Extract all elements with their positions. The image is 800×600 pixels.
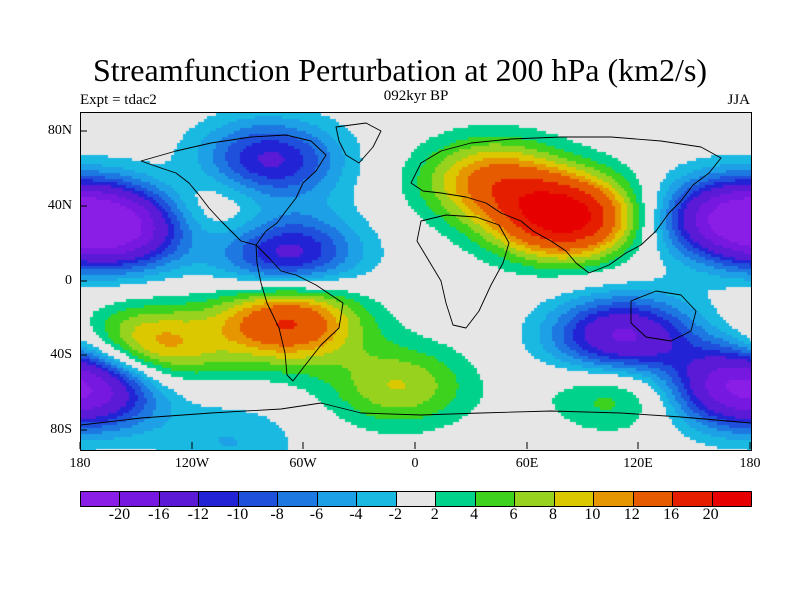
colorbar-swatch [712,492,751,506]
x-tick-label: 60W [289,456,317,471]
colorbar-label: 8 [548,506,557,523]
x-tick-label: 120E [623,456,653,471]
colorbar-swatch [159,492,200,506]
colorbar-label: 4 [470,506,479,523]
y-tick-label: 0 [65,273,72,288]
colorbar-swatch [357,492,397,506]
colorbar-label: -20 [108,506,131,523]
colorbar-swatch [199,492,239,506]
x-tick-label: 0 [411,456,419,471]
colorbar-label: -12 [187,506,209,523]
coastline-greenland [335,122,382,164]
colorbar-swatch [633,492,674,506]
colorbar-label: -2 [388,506,402,523]
page-title: Streamfunction Perturbation at 200 hPa (… [92,52,708,88]
x-tick-label: 120W [174,456,210,471]
colorbar-swatch [515,492,555,506]
colorbar-swatch [120,492,160,506]
coastline-eurasia [410,136,722,274]
coastline-north-america [140,134,327,246]
colorbar-label: -4 [349,506,363,523]
colorbar-label: -8 [270,506,284,523]
y-tick-label: 80N [47,123,72,138]
x-tick-label: 60E [515,456,539,471]
season-label: JJA [727,92,750,108]
colorbar-swatch [238,492,279,506]
colorbar-swatch [554,492,595,506]
colorbar-label: 10 [584,506,601,523]
coastline-australia [630,290,697,342]
streamfunction-field [81,113,751,450]
y-tick-label: 80S [50,422,72,437]
colorbar-label: -6 [309,506,324,523]
experiment-label: Expt = tdac2 [80,92,157,108]
colorbar-swatch [594,492,634,506]
x-tick-label: 180 [69,456,91,471]
colorbar-label: 16 [663,506,680,523]
colorbar-swatch [317,492,358,506]
colorbar-label: 6 [509,506,518,523]
y-tick-label: 40N [47,198,72,213]
coastline-africa [416,214,510,329]
colorbar-label: 20 [702,506,719,523]
coastline-south-america [255,244,344,382]
colorbar-label: 12 [623,506,640,523]
colorbar-swatch [475,492,516,506]
colorbar-swatch [396,492,437,506]
colorbar-label: -10 [226,506,249,523]
colorbar-swatch [81,492,121,506]
colorbar-swatch [278,492,318,506]
colorbar-label: -16 [148,506,170,523]
y-tick-label: 40S [50,347,72,362]
coastlines [81,122,751,426]
coastline-antarctica [81,402,751,426]
map-plot-area [80,112,752,451]
colorbar-label: 2 [430,506,439,523]
colorbar-swatch [436,492,476,506]
colorbar-swatch [673,492,713,506]
x-tick-label: 180 [739,456,761,471]
colorbar [80,491,752,507]
time-label: 092kyr BP [383,88,449,104]
